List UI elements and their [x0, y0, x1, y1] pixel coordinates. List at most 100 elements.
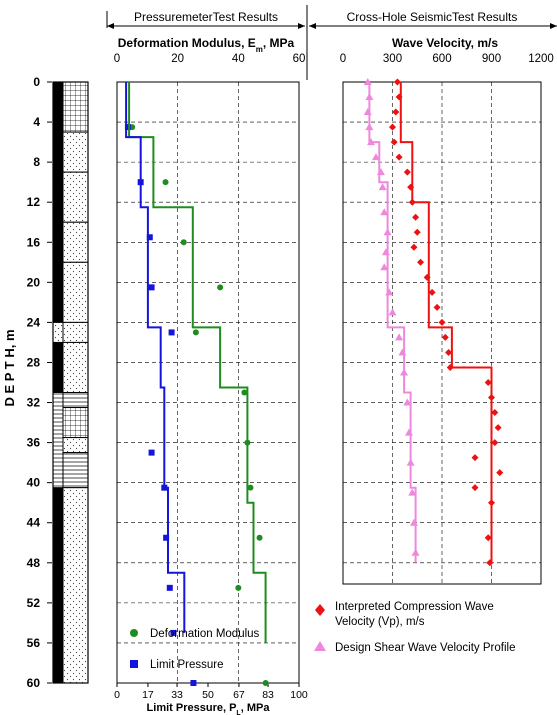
- log-layer: [62, 321, 89, 343]
- seismic-banner: Cross-Hole SeismicTest Results: [309, 10, 557, 29]
- log-layer: [62, 452, 89, 489]
- vp-point: [484, 534, 492, 542]
- log-layer: [62, 407, 89, 439]
- bottom-axis-tick-label: 33: [171, 689, 183, 701]
- vp-point: [392, 108, 400, 116]
- bottom-axis-tick-label: 0: [114, 689, 120, 701]
- vp-point: [484, 379, 492, 386]
- top-axis-tick-label: 40: [232, 53, 245, 65]
- depth-tick-label: 8: [33, 155, 40, 169]
- seismic-plot: 0 300 600 900 1200: [340, 53, 554, 585]
- vp-point: [491, 439, 499, 447]
- modulus-step-line: [128, 82, 267, 643]
- seismic-legend: Interpreted Compression Wave Velocity (V…: [314, 601, 515, 654]
- depth-tick-label: 16: [27, 235, 41, 249]
- log-layer: [62, 341, 89, 394]
- top-axis-tick-label: 0: [114, 53, 120, 65]
- vs-point: [380, 263, 389, 271]
- modulus-point: [262, 680, 269, 686]
- vs-point: [378, 183, 387, 191]
- depth-tick-label: 0: [33, 75, 40, 89]
- velocity-tick-label: 900: [482, 53, 501, 65]
- legend-vp-marker: [315, 604, 325, 616]
- vp-point: [403, 168, 411, 176]
- vp-point: [433, 303, 441, 311]
- pressuremeter-legend: Deformation Modulus Limit Pressure: [130, 628, 260, 671]
- vp-point: [494, 424, 502, 432]
- pressure-point: [148, 449, 155, 456]
- vs-step-line: [368, 82, 417, 563]
- legend-pressure-label: Limit Pressure: [150, 659, 224, 671]
- depth-tick-label: 60: [27, 676, 41, 690]
- seismic-banner-text: Cross-Hole SeismicTest Results: [347, 10, 518, 24]
- depth-tick-label: 28: [27, 355, 41, 369]
- pressure-point: [146, 234, 153, 241]
- log-layer: [62, 487, 89, 684]
- vp-point: [491, 409, 499, 417]
- vs-point: [395, 333, 404, 341]
- vp-point: [438, 318, 446, 326]
- legend-pressure-marker: [130, 660, 138, 668]
- velocity-tick-label: 600: [432, 53, 451, 65]
- velocity-tick-label: 1200: [528, 53, 554, 65]
- vs-point: [388, 308, 397, 316]
- depth-axis-label: D E P T H, m: [2, 329, 17, 406]
- vs-point: [408, 488, 417, 496]
- log-layer: [62, 81, 89, 133]
- vp-point: [393, 78, 401, 86]
- vp-point: [395, 153, 403, 161]
- pressuremeter-banner: PressuremeterTest Results: [106, 10, 305, 29]
- depth-tick-label: 32: [27, 396, 41, 410]
- borehole-log: [52, 81, 89, 684]
- vp-point: [471, 484, 479, 492]
- log-layer: [62, 392, 89, 409]
- legend-vs-marker: [314, 641, 326, 651]
- depth-tick-label: 4: [33, 115, 40, 129]
- vp-point: [410, 243, 418, 251]
- bottom-axis-tick-label: 17: [142, 689, 154, 701]
- velocity-tick-label: 300: [383, 53, 402, 65]
- bottom-axis-tick-label: 100: [290, 689, 308, 701]
- log-frame: [52, 81, 89, 684]
- vp-point: [471, 454, 479, 462]
- modulus-point: [192, 329, 199, 336]
- vp-point: [412, 213, 420, 221]
- wave-velocity-title: Wave Velocity, m/s: [392, 36, 498, 50]
- depth-tick-label: 40: [27, 476, 41, 490]
- pressuremeter-plot-frame: [116, 81, 300, 684]
- vs-point: [403, 398, 412, 406]
- depth-tick-label: 20: [27, 275, 41, 289]
- pressure-point: [166, 584, 173, 591]
- vp-point: [496, 469, 504, 477]
- modulus-point: [241, 389, 248, 396]
- vs-point: [372, 153, 380, 161]
- depth-tick-label: 52: [27, 596, 41, 610]
- vp-step-line: [399, 82, 493, 563]
- depth-tick-label: 12: [27, 195, 41, 209]
- pressure-point: [190, 680, 197, 686]
- vp-point: [428, 288, 436, 296]
- pressure-point: [124, 124, 131, 131]
- seismic-plot-frame: [342, 81, 542, 585]
- bottom-axis-tick-label: 67: [233, 689, 245, 701]
- log-layer: [62, 437, 89, 454]
- deformation-modulus-title: Deformation Modulus, Em, MPa: [118, 36, 295, 54]
- pressure-point: [148, 284, 155, 291]
- legend-modulus-label: Deformation Modulus: [150, 628, 260, 640]
- pressure-point: [163, 534, 170, 541]
- log-layer: [62, 261, 89, 323]
- vs-point: [380, 208, 389, 216]
- log-layer: [52, 321, 64, 343]
- modulus-point: [217, 284, 224, 291]
- pressure-point: [170, 629, 177, 636]
- modulus-point: [247, 484, 254, 491]
- top-axis-tick-label: 60: [293, 53, 306, 65]
- modulus-point: [256, 534, 263, 541]
- pressure-step-line: [125, 82, 186, 633]
- vp-point: [390, 138, 398, 146]
- vp-point: [441, 333, 449, 341]
- depth-tick-label: 56: [27, 636, 41, 650]
- modulus-point: [180, 239, 187, 246]
- pressure-point: [168, 329, 175, 336]
